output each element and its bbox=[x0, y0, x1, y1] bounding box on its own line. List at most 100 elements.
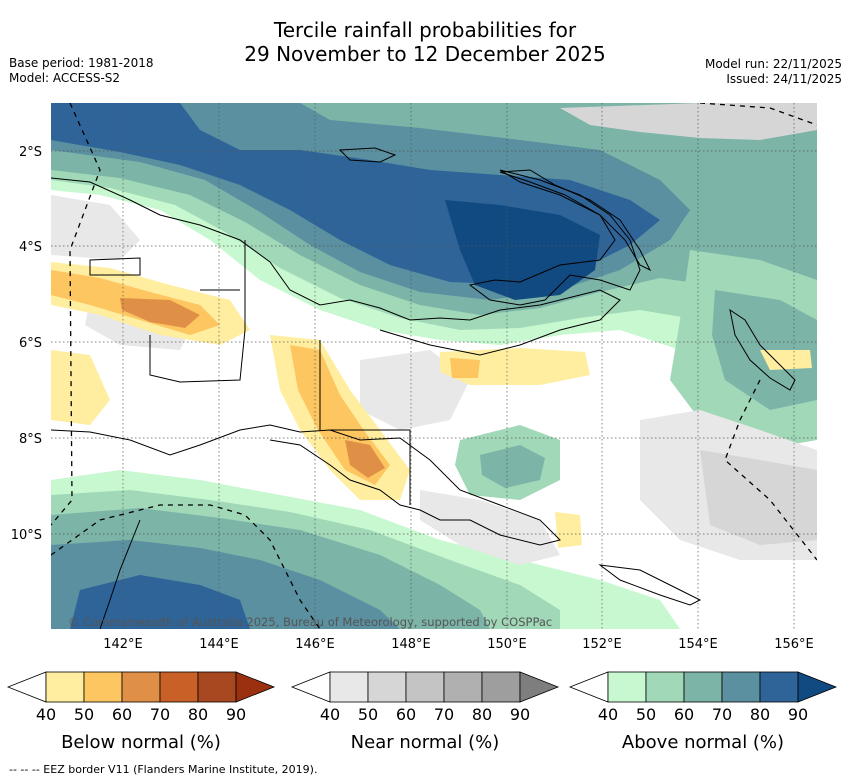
x-tick-label: 156°E bbox=[774, 637, 814, 652]
eez-northeast bbox=[699, 103, 817, 126]
below-region-west-l3 bbox=[120, 298, 200, 328]
colorbar-tick-label: 80 bbox=[188, 705, 208, 724]
coast-manus bbox=[338, 147, 397, 163]
x-tick-label: 148°E bbox=[391, 637, 431, 652]
colorbar-segment bbox=[405, 671, 445, 703]
coast-bougainville bbox=[729, 308, 796, 391]
coastlines bbox=[51, 147, 796, 629]
below-region-east-1-l2 bbox=[450, 358, 480, 378]
colorbar-segment bbox=[607, 671, 647, 703]
colorbar-arrow-low bbox=[290, 671, 331, 703]
eez-east bbox=[724, 379, 817, 561]
colorbar-segment bbox=[121, 671, 161, 703]
colorbar-arrow-low bbox=[6, 671, 47, 703]
colorbar-segment bbox=[645, 671, 685, 703]
colorbar-segment bbox=[481, 671, 521, 703]
colorbar-segment bbox=[721, 671, 761, 703]
colorbar-below: 40 50 60 70 80 90 Below normal (%) bbox=[6, 671, 276, 753]
model-name: Model: ACCESS-S2 bbox=[9, 71, 121, 85]
coast-province-lines bbox=[89, 257, 411, 505]
coast-new-britain bbox=[468, 169, 641, 306]
model-run-date: Model run: 22/11/2025 bbox=[704, 57, 842, 71]
colorbar-arrow-low bbox=[568, 671, 609, 703]
colorbar-label: Above normal (%) bbox=[622, 732, 784, 753]
colorbar-segment bbox=[159, 671, 199, 703]
title-line-1: Tercile rainfall probabilities for bbox=[273, 18, 577, 42]
colorbar-segment bbox=[83, 671, 123, 703]
colorbar-tick-label: 50 bbox=[74, 705, 94, 724]
coast-new-guinea-south bbox=[51, 424, 561, 546]
colorbar-arrow-high bbox=[235, 671, 276, 703]
colorbar-tick-label: 60 bbox=[674, 705, 694, 724]
colorbar-segment bbox=[759, 671, 799, 703]
below-region-south-small bbox=[555, 512, 582, 548]
eez-footnote: -- -- -- EEZ border V11 (Flanders Marine… bbox=[9, 763, 318, 776]
below-region-central-l3 bbox=[345, 440, 385, 478]
above-region-north-l6 bbox=[445, 200, 600, 300]
coast-new-guinea-north bbox=[51, 177, 621, 356]
colorbar-tick-label: 70 bbox=[434, 705, 454, 724]
colorbar-tick-label: 50 bbox=[358, 705, 378, 724]
x-tick-label: 144°E bbox=[199, 637, 239, 652]
title-line-2: 29 November to 12 December 2025 bbox=[244, 42, 606, 66]
near-region-south bbox=[420, 490, 560, 565]
colorbar-label: Near normal (%) bbox=[351, 732, 500, 753]
x-tick-label: 146°E bbox=[295, 637, 335, 652]
model-info: Base period: 1981-2018 Model: ACCESS-S2 bbox=[9, 56, 154, 86]
issued-date: Issued: 24/11/2025 bbox=[726, 72, 842, 86]
colorbar-arrow-high bbox=[519, 671, 560, 703]
colorbar-near: 40 50 60 70 80 90 Near normal (%) bbox=[290, 671, 560, 753]
colorbar-tick-label: 50 bbox=[636, 705, 656, 724]
x-tick-label: 152°E bbox=[582, 637, 622, 652]
coast-york-peninsula bbox=[99, 519, 141, 629]
colorbar-segment bbox=[367, 671, 407, 703]
near-region-east-inner bbox=[700, 450, 817, 545]
coast-new-ireland bbox=[499, 169, 652, 272]
y-tick-label: 10°S bbox=[11, 528, 42, 543]
colorbar-segment bbox=[45, 671, 85, 703]
y-tick-label: 4°S bbox=[19, 240, 42, 255]
colorbar-tick-label: 40 bbox=[598, 705, 618, 724]
colorbar-tick-label: 80 bbox=[472, 705, 492, 724]
below-region-east-2 bbox=[760, 350, 812, 370]
colorbar-segment bbox=[329, 671, 369, 703]
colorbar-segment bbox=[197, 671, 237, 703]
x-tick-label: 150°E bbox=[487, 637, 527, 652]
axis-labels: 2°S 4°S 6°S 8°S 10°S 142°E 144°E 146°E 1… bbox=[11, 145, 814, 652]
y-tick-label: 6°S bbox=[19, 336, 42, 351]
colorbar-tick-label: 90 bbox=[226, 705, 246, 724]
colorbar-label: Below normal (%) bbox=[61, 732, 221, 753]
colorbar-tick-label: 70 bbox=[712, 705, 732, 724]
copyright-text: © Commonwealth of Australia 2025, Bureau… bbox=[68, 615, 552, 629]
colorbar-arrow-high bbox=[797, 671, 838, 703]
colorbar-tick-label: 90 bbox=[788, 705, 808, 724]
run-info: Model run: 22/11/2025 Issued: 24/11/2025 bbox=[705, 57, 842, 87]
chart-title: Tercile rainfall probabilities for 29 No… bbox=[0, 18, 850, 66]
colorbar-segment bbox=[683, 671, 723, 703]
x-tick-label: 142°E bbox=[103, 637, 143, 652]
eez-south bbox=[51, 504, 321, 629]
colorbar-tick-label: 60 bbox=[112, 705, 132, 724]
y-tick-label: 8°S bbox=[19, 432, 42, 447]
colorbar-tick-label: 80 bbox=[750, 705, 770, 724]
colorbar-tick-label: 60 bbox=[396, 705, 416, 724]
y-tick-label: 2°S bbox=[19, 145, 42, 160]
eez-borders bbox=[51, 103, 817, 629]
x-axis-ticks: 142°E 144°E 146°E 148°E 150°E 152°E 154°… bbox=[103, 637, 814, 652]
above-region-mid-inner bbox=[480, 445, 545, 488]
colorbar-segment bbox=[443, 671, 483, 703]
above-region-south-l5 bbox=[70, 575, 250, 629]
colorbar-tick-label: 40 bbox=[320, 705, 340, 724]
probability-field: © Commonwealth of Australia 2025, Bureau… bbox=[51, 103, 817, 629]
colorbar-tick-label: 90 bbox=[510, 705, 530, 724]
y-axis-ticks: 2°S 4°S 6°S 8°S 10°S bbox=[11, 145, 42, 543]
near-region-west bbox=[51, 195, 140, 260]
x-tick-label: 154°E bbox=[678, 637, 718, 652]
coast-border-png bbox=[149, 240, 246, 383]
base-period: Base period: 1981-2018 bbox=[9, 56, 154, 70]
below-region-west-2 bbox=[51, 350, 110, 425]
coast-louisiade bbox=[598, 564, 702, 606]
colorbar-tick-label: 70 bbox=[150, 705, 170, 724]
